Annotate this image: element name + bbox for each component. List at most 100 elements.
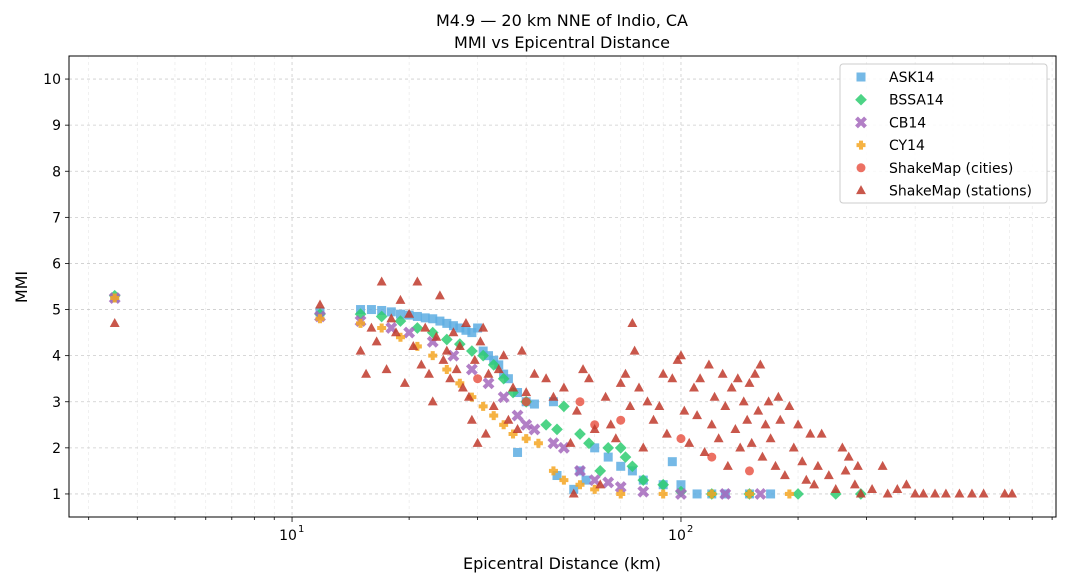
data-point [541, 373, 552, 383]
data-point [465, 363, 478, 376]
data-point [877, 460, 888, 470]
legend-label: CY14 [889, 138, 925, 154]
data-point [619, 451, 632, 463]
data-point [829, 488, 842, 500]
data-point [638, 442, 649, 452]
data-point [386, 307, 396, 317]
data-point [394, 315, 407, 327]
data-point [667, 373, 678, 383]
data-point [548, 397, 558, 407]
data-point [472, 437, 483, 447]
data-point [707, 489, 717, 499]
data-point [600, 391, 611, 401]
data-point [547, 437, 560, 450]
data-point [892, 483, 903, 493]
data-point [578, 364, 588, 374]
data-point [918, 488, 929, 498]
chart-title: M4.9 — 20 km NNE of Indio, CA [436, 11, 688, 30]
data-point [616, 415, 626, 425]
data-point [377, 305, 387, 315]
data-point [441, 345, 452, 355]
data-point [626, 460, 639, 473]
data-point [967, 488, 977, 498]
data-point [614, 442, 627, 454]
data-point [775, 414, 786, 424]
data-point [793, 419, 804, 429]
data-point [411, 322, 424, 334]
data-point [616, 461, 626, 471]
data-point [797, 456, 808, 466]
data-point [676, 480, 686, 490]
data-point [667, 457, 677, 467]
data-point [744, 377, 755, 387]
data-point [503, 414, 514, 424]
data-point [455, 323, 465, 333]
data-point [498, 350, 509, 360]
data-point [431, 331, 442, 341]
data-point [661, 428, 672, 438]
data-point [110, 293, 120, 303]
chart-subtitle: MMI vs Epicentral Distance [454, 33, 670, 52]
series-shakemap-cities [473, 374, 754, 476]
data-point [658, 368, 669, 378]
data-point [589, 424, 600, 434]
data-point [488, 400, 499, 410]
data-point [583, 437, 595, 450]
data-point [901, 479, 912, 489]
data-point [978, 488, 989, 498]
data-point [692, 410, 703, 420]
data-point [448, 321, 458, 331]
data-point [726, 382, 737, 392]
data-point [689, 382, 699, 392]
data-point [709, 391, 720, 401]
data-point [954, 488, 965, 498]
data-point [615, 377, 626, 387]
legend-label: BSSA14 [889, 93, 944, 109]
data-point [478, 401, 488, 411]
x-tick-label: 10 [279, 528, 297, 544]
data-point [521, 397, 531, 407]
data-point [461, 317, 471, 327]
data-point [315, 314, 325, 324]
x-tick-exponent: 2 [687, 524, 693, 535]
data-point [375, 310, 388, 323]
data-point [355, 345, 366, 355]
data-point [445, 373, 456, 383]
data-point [508, 382, 518, 392]
data-point [849, 479, 860, 489]
data-point [754, 488, 767, 500]
data-point [574, 464, 586, 477]
y-axis-label: MMI [12, 271, 31, 303]
data-point [812, 460, 823, 470]
data-point [381, 364, 392, 374]
data-point [676, 350, 686, 360]
data-point [614, 481, 627, 493]
legend-box [839, 63, 1048, 204]
data-point [412, 311, 422, 321]
x-axis-label: Epicentral Distance (km) [463, 554, 661, 573]
data-point [605, 419, 616, 429]
data-point [497, 372, 510, 385]
data-point [837, 442, 848, 452]
data-point [109, 317, 120, 327]
y-tick-label: 5 [52, 303, 61, 319]
data-point [657, 478, 670, 491]
data-point [395, 309, 405, 319]
data-point [412, 276, 423, 286]
data-point [584, 373, 594, 383]
data-point [855, 488, 866, 498]
data-points [108, 276, 1018, 500]
data-point [386, 313, 397, 323]
data-point [493, 364, 504, 374]
data-point [354, 308, 367, 321]
data-point [1007, 488, 1018, 498]
data-point [487, 359, 500, 371]
data-point [735, 442, 746, 452]
data-point [999, 488, 1010, 498]
data-point [559, 475, 569, 485]
data-point [466, 345, 478, 357]
data-point [770, 460, 781, 470]
data-point [426, 326, 439, 339]
data-point [588, 474, 601, 487]
